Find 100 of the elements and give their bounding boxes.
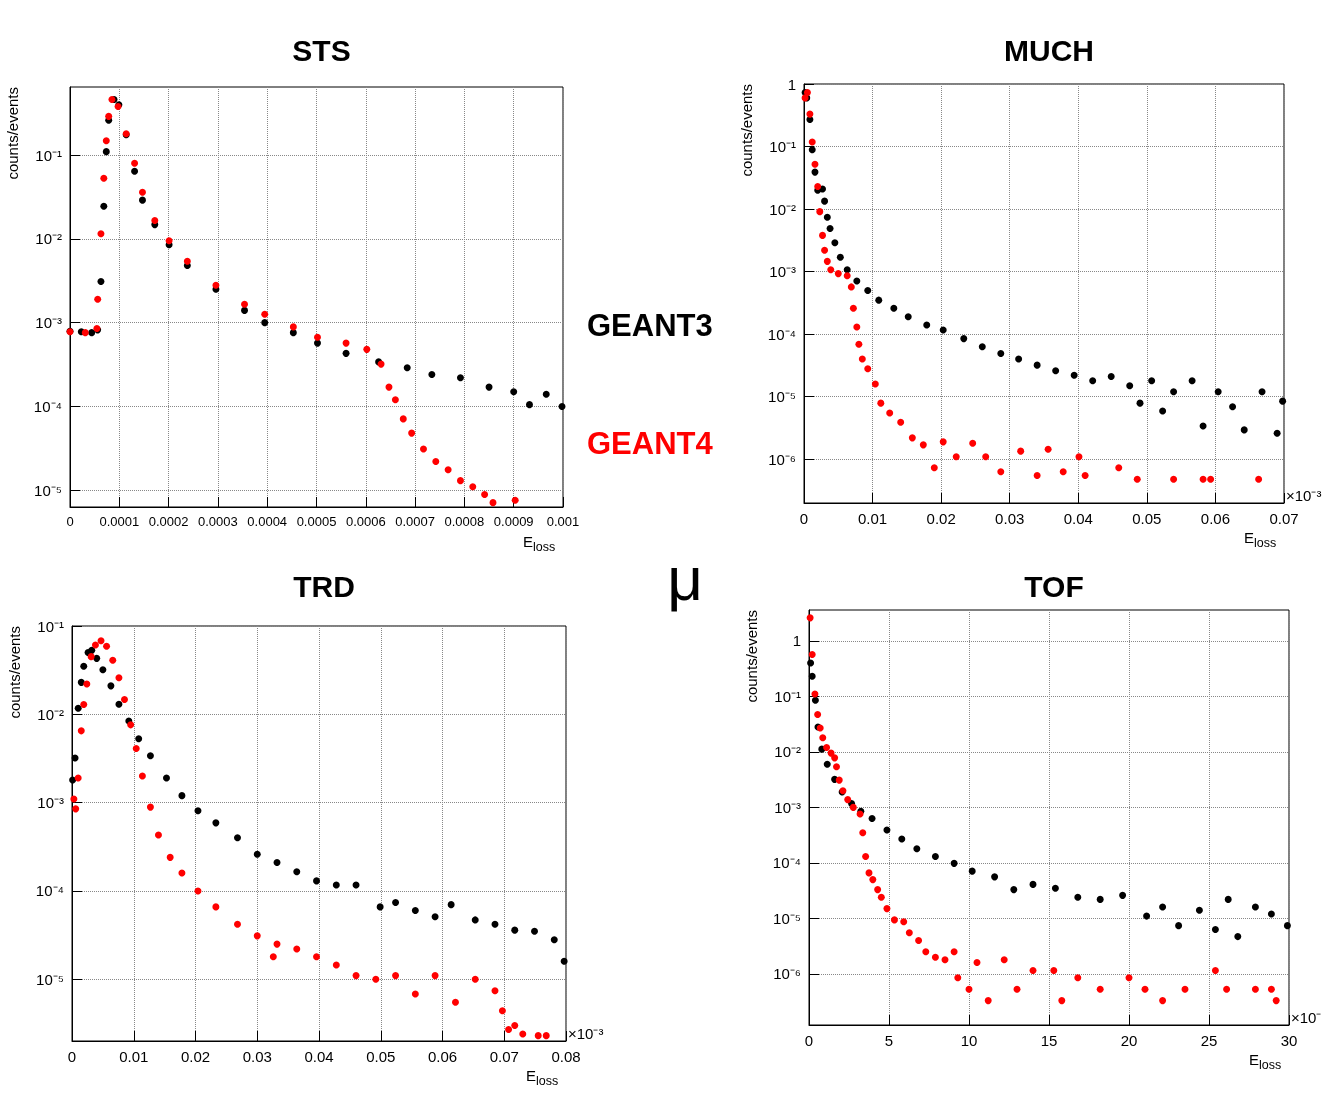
point <box>87 653 95 661</box>
point <box>931 853 939 861</box>
point <box>806 614 814 622</box>
text: GEANT4 <box>587 426 714 462</box>
y-axis-title: counts/events <box>742 610 760 703</box>
chart-title: STS <box>292 33 351 67</box>
point <box>905 929 913 937</box>
point <box>489 499 497 507</box>
point <box>498 1007 506 1015</box>
point <box>1126 382 1134 390</box>
point <box>904 313 912 321</box>
point <box>273 859 281 866</box>
point <box>456 477 464 485</box>
point <box>451 998 459 1006</box>
point <box>74 704 82 712</box>
point <box>103 642 111 650</box>
text: μ <box>667 543 703 613</box>
point <box>234 834 241 842</box>
point <box>166 853 174 861</box>
point <box>261 319 269 327</box>
point <box>960 335 968 343</box>
point <box>973 959 981 967</box>
point <box>1075 453 1083 461</box>
text: ×10⁻ <box>1291 1008 1322 1026</box>
point <box>525 401 533 409</box>
point <box>1211 926 1219 934</box>
point <box>241 300 249 308</box>
point <box>930 464 938 472</box>
y-tick-label: 1 <box>792 632 801 650</box>
point <box>823 743 831 751</box>
point <box>808 146 816 154</box>
y-tick-label: 10⁻² <box>769 200 796 218</box>
point <box>212 819 220 827</box>
point <box>162 774 170 782</box>
point <box>93 654 101 662</box>
point <box>877 893 885 901</box>
point <box>491 987 499 995</box>
point <box>511 1021 519 1029</box>
point <box>849 304 857 312</box>
point <box>827 266 835 274</box>
point <box>919 441 927 449</box>
point <box>1017 447 1025 455</box>
point <box>542 1032 550 1040</box>
point <box>481 490 489 498</box>
x-tick-label: 0.0003 <box>198 514 238 529</box>
point <box>1010 886 1018 894</box>
point <box>100 174 108 182</box>
point <box>819 734 827 742</box>
point <box>253 932 261 940</box>
point <box>874 886 882 894</box>
point <box>834 270 842 278</box>
point <box>1074 893 1082 901</box>
point <box>1211 967 1219 975</box>
point <box>456 374 464 382</box>
point <box>1251 903 1259 911</box>
point <box>1170 388 1178 396</box>
point <box>399 415 407 423</box>
point <box>131 159 139 167</box>
x-tick-label: 0.05 <box>366 1048 396 1065</box>
point <box>70 795 78 803</box>
point <box>823 257 831 265</box>
point <box>289 329 297 337</box>
point <box>1013 985 1021 993</box>
point <box>313 877 321 885</box>
point <box>853 323 861 331</box>
point <box>1159 903 1167 911</box>
point <box>1181 985 1189 993</box>
x-tick-label: 5 <box>884 1032 894 1049</box>
point <box>819 231 827 239</box>
point <box>806 110 814 118</box>
point <box>542 390 550 398</box>
point <box>419 445 427 453</box>
point <box>72 805 80 813</box>
point <box>178 792 186 800</box>
point <box>194 807 202 815</box>
point <box>844 796 852 804</box>
point <box>212 903 220 911</box>
x-tick-label: 0.03 <box>242 1048 272 1065</box>
series-label: GEANT3 <box>587 308 713 344</box>
point <box>1070 371 1078 379</box>
point <box>811 160 819 168</box>
point <box>1050 967 1058 975</box>
point <box>875 296 883 304</box>
point <box>816 208 824 216</box>
point <box>97 277 105 285</box>
point <box>127 721 135 729</box>
x-tick-label: 0.01 <box>119 1048 149 1065</box>
point <box>1199 475 1207 483</box>
x-tick-label: 0.06 <box>1200 510 1231 527</box>
point <box>1272 997 1280 1005</box>
point <box>997 350 1005 358</box>
x-tick-label: 0.04 <box>1063 510 1093 527</box>
point <box>146 803 154 811</box>
point <box>1214 388 1222 396</box>
point <box>823 760 831 768</box>
point <box>823 213 831 221</box>
point <box>923 321 931 329</box>
point <box>471 916 479 924</box>
x-tick-label: 0.01 <box>857 510 888 527</box>
y-tick-label: 1 <box>787 75 796 93</box>
